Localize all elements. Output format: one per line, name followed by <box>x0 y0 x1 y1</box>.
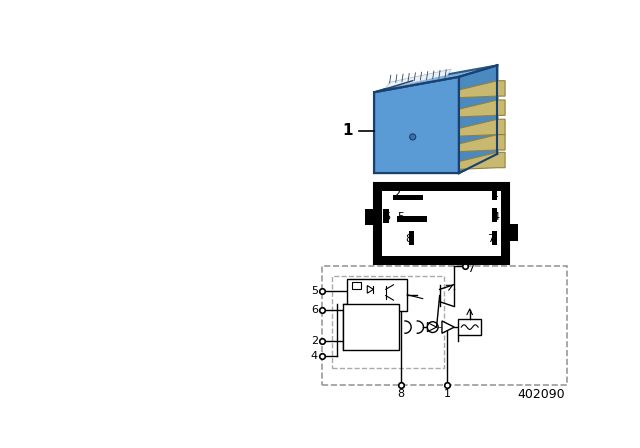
Polygon shape <box>459 65 497 173</box>
Text: 5: 5 <box>311 286 318 296</box>
Bar <box>352 282 361 289</box>
Text: 7: 7 <box>467 264 474 274</box>
Text: 5: 5 <box>397 212 404 222</box>
Bar <box>394 195 422 200</box>
Bar <box>348 279 407 311</box>
Text: 1: 1 <box>444 389 451 399</box>
Polygon shape <box>374 65 497 92</box>
Text: 1: 1 <box>342 123 353 138</box>
Polygon shape <box>459 134 505 151</box>
Text: 7: 7 <box>488 234 495 244</box>
Text: 6: 6 <box>311 305 318 315</box>
Text: 4: 4 <box>492 212 499 222</box>
Text: 402090: 402090 <box>518 388 565 401</box>
Bar <box>458 319 481 335</box>
Polygon shape <box>459 152 505 169</box>
Bar <box>382 191 501 256</box>
Text: 4: 4 <box>311 351 318 362</box>
Bar <box>322 266 566 385</box>
Bar <box>397 216 427 222</box>
Polygon shape <box>442 321 454 333</box>
Bar <box>344 304 399 350</box>
Polygon shape <box>386 69 451 88</box>
Bar <box>365 208 374 225</box>
Text: 2: 2 <box>311 336 318 346</box>
Text: 2: 2 <box>394 189 401 199</box>
Text: 8: 8 <box>405 234 412 244</box>
Polygon shape <box>459 81 505 98</box>
Bar <box>374 183 509 264</box>
Bar <box>509 224 518 241</box>
Bar <box>492 231 497 245</box>
Bar <box>492 188 497 200</box>
Circle shape <box>410 134 416 140</box>
Bar <box>383 209 389 223</box>
Polygon shape <box>459 119 505 136</box>
Polygon shape <box>459 100 505 117</box>
Text: 1: 1 <box>492 189 499 199</box>
Polygon shape <box>374 77 459 173</box>
Bar <box>332 276 444 368</box>
Text: 8: 8 <box>397 389 404 399</box>
Bar <box>409 231 414 245</box>
Circle shape <box>428 322 438 332</box>
Text: 6: 6 <box>383 212 390 222</box>
Bar <box>492 208 497 222</box>
